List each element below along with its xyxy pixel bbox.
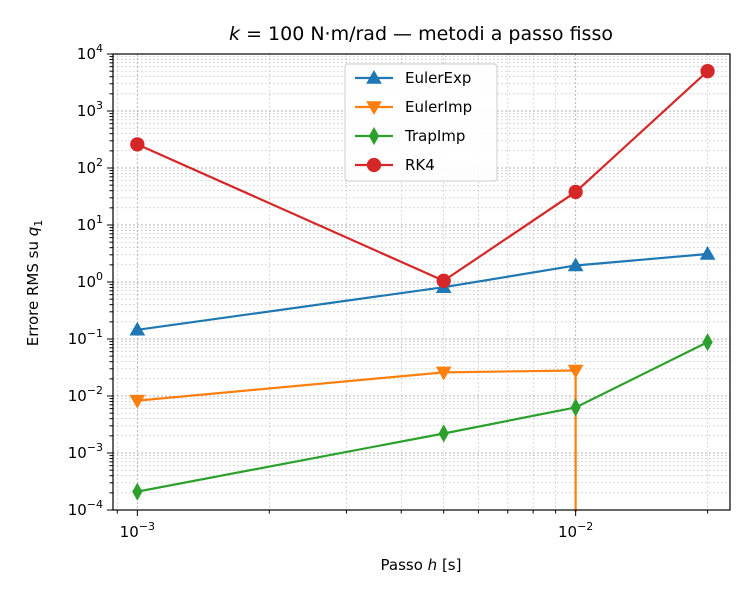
data-point bbox=[436, 273, 451, 288]
data-point bbox=[570, 398, 581, 417]
y-label-var: q bbox=[24, 227, 42, 237]
y-tick-label: 104 bbox=[77, 42, 103, 63]
title-var: k bbox=[229, 23, 241, 45]
data-point bbox=[567, 364, 584, 379]
x-label-post: [s] bbox=[437, 556, 461, 574]
y-label-pre: Errore RMS su bbox=[24, 236, 42, 346]
x-tick-label: 10−3 bbox=[120, 520, 155, 541]
x-label-var: h bbox=[428, 556, 438, 574]
series-line bbox=[136, 70, 709, 283]
legend-label: RK4 bbox=[405, 156, 435, 174]
title-text: = 100 N·m/rad — metodi a passo fisso bbox=[240, 23, 613, 45]
y-label-sub: 1 bbox=[32, 220, 45, 227]
legend-label: EulerExp bbox=[405, 69, 471, 87]
series-eulerimp bbox=[129, 364, 584, 512]
y-tick-label: 10−3 bbox=[68, 441, 103, 462]
y-tick-label: 101 bbox=[77, 213, 103, 234]
data-point bbox=[699, 245, 716, 260]
y-tick-label: 10−4 bbox=[68, 498, 103, 519]
data-point bbox=[702, 333, 713, 352]
y-tick-label: 100 bbox=[77, 270, 103, 291]
legend-label: TrapImp bbox=[404, 127, 465, 145]
y-axis-label: Errore RMS su q1 bbox=[24, 220, 45, 347]
legend-box bbox=[344, 63, 498, 182]
data-point bbox=[366, 157, 382, 173]
series-rk4 bbox=[130, 64, 715, 288]
series-line bbox=[137, 252, 708, 331]
legend-item: RK4 bbox=[355, 156, 435, 174]
y-tick-label: 10−2 bbox=[68, 384, 103, 405]
data-point bbox=[366, 101, 382, 116]
series-line bbox=[137, 341, 709, 493]
x-label-pre: Passo bbox=[381, 556, 428, 574]
legend-item: EulerImp bbox=[355, 98, 472, 116]
x-tick-label: 10−2 bbox=[558, 520, 593, 541]
chart-title: k = 100 N·m/rad — metodi a passo fisso bbox=[229, 23, 613, 45]
series-trapimp bbox=[132, 333, 713, 501]
data-point bbox=[368, 126, 380, 146]
data-point bbox=[567, 257, 584, 272]
data-point bbox=[130, 137, 145, 152]
data-point bbox=[366, 69, 382, 84]
y-tick-label: 102 bbox=[77, 156, 103, 177]
legend-label: EulerImp bbox=[405, 98, 472, 116]
x-axis-label: Passo h [s] bbox=[381, 556, 462, 574]
data-point bbox=[435, 366, 452, 381]
data-point bbox=[129, 394, 146, 409]
axis-ticks: 10−4 10−3 10−2 10−1 100 101 102 103 104 10−3 10−2 bbox=[68, 42, 709, 541]
legend-item: EulerExp bbox=[355, 69, 471, 87]
series-line bbox=[137, 369, 577, 512]
legend-item: TrapImp bbox=[355, 126, 465, 146]
data-point bbox=[129, 321, 146, 336]
data-point bbox=[438, 424, 449, 443]
data-point bbox=[132, 482, 143, 501]
legend: EulerExp EulerImp TrapImp RK4 bbox=[344, 63, 498, 182]
series-layer bbox=[129, 64, 716, 512]
y-tick-label: 10−1 bbox=[68, 327, 103, 348]
data-point bbox=[700, 64, 715, 79]
data-point bbox=[568, 184, 583, 200]
y-tick-label: 103 bbox=[77, 99, 103, 120]
